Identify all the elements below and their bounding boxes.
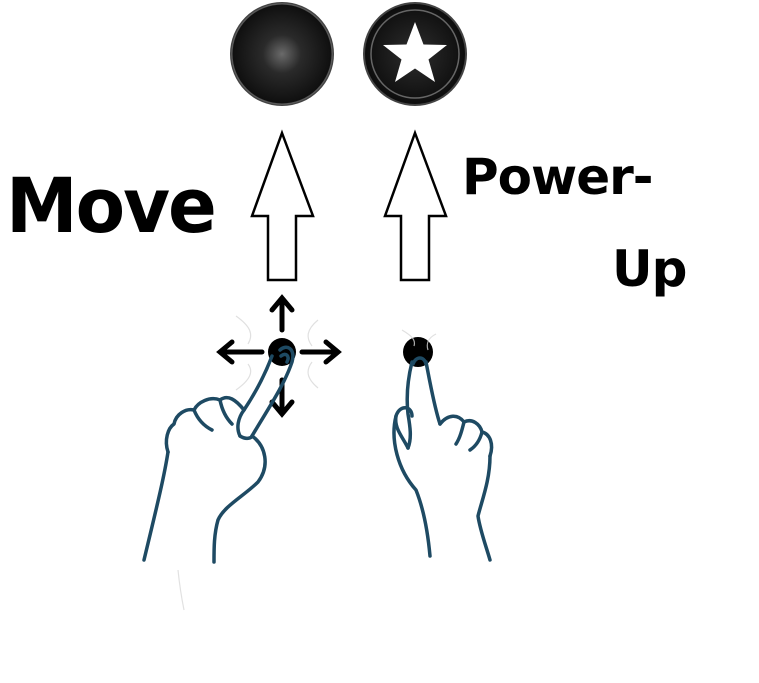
power-up-button (363, 2, 467, 106)
motion-traces (177, 315, 437, 611)
power-up-arrow (383, 129, 448, 282)
power-up-label-line1: Power- (462, 148, 654, 206)
star-icon (383, 22, 447, 82)
direction-arrows (216, 294, 342, 418)
move-button (230, 2, 334, 106)
left-hand (142, 345, 295, 564)
right-hand (392, 356, 494, 562)
move-label: Move (6, 161, 217, 250)
power-up-label-line2: Up (612, 240, 687, 298)
move-arrow (250, 129, 315, 282)
